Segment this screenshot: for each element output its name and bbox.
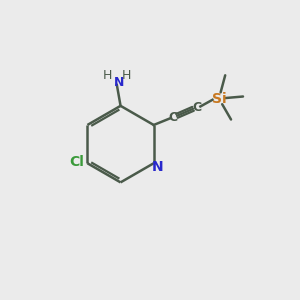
Text: H: H: [122, 69, 131, 82]
Text: H: H: [103, 69, 112, 82]
Text: Cl: Cl: [69, 155, 84, 169]
Text: C: C: [192, 101, 201, 114]
Text: N: N: [152, 160, 163, 174]
Text: C: C: [169, 110, 178, 124]
Text: Si: Si: [212, 92, 226, 106]
Text: N: N: [114, 76, 124, 89]
